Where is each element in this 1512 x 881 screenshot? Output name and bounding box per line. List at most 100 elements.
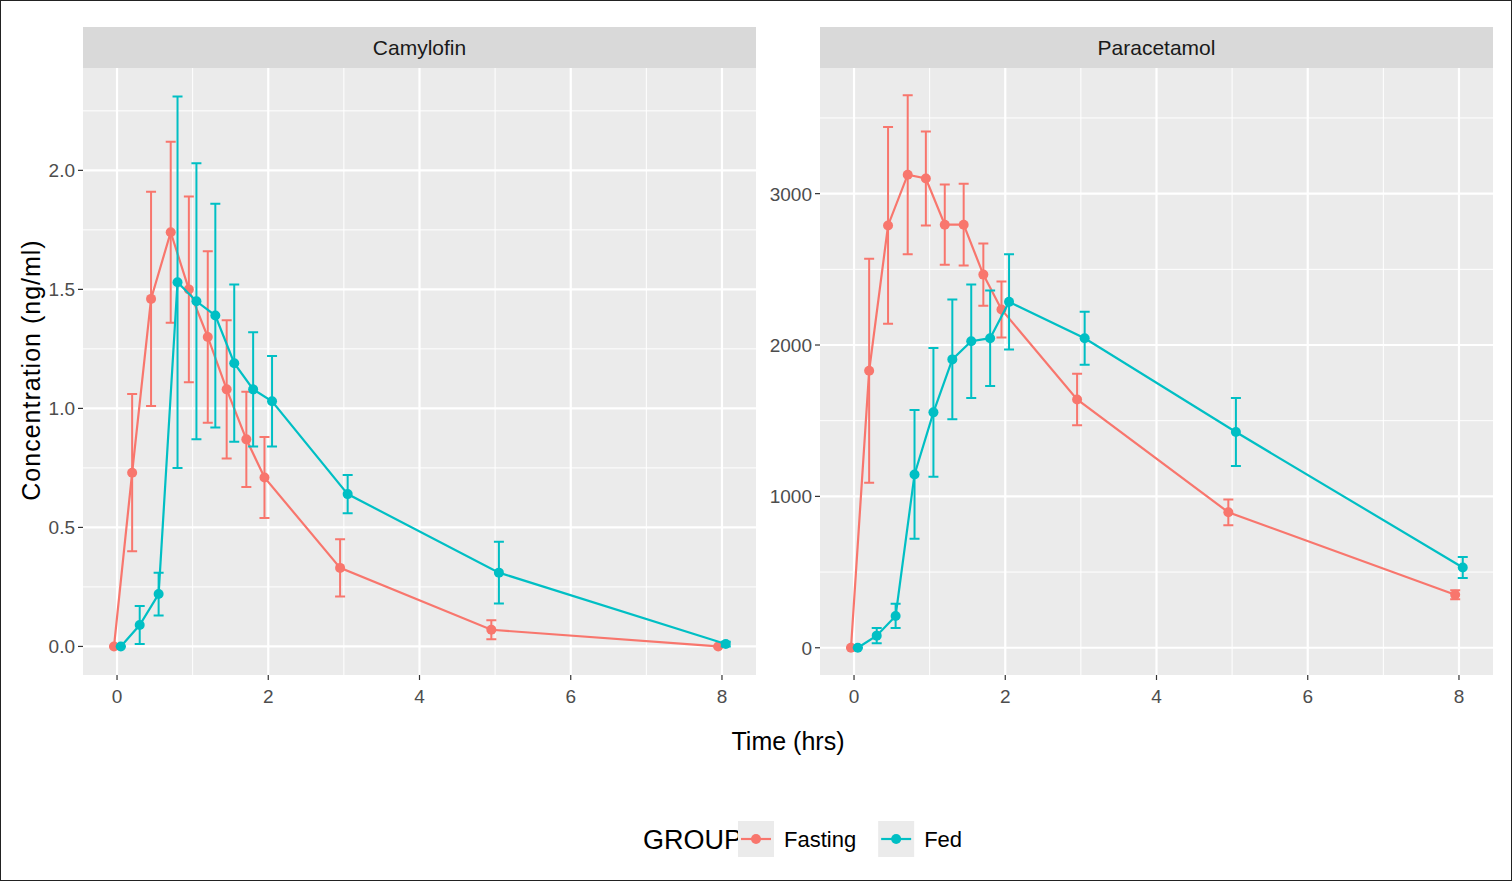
tick-label: 0.0 (49, 636, 75, 657)
panel: Paracetamol024680100020003000 (770, 27, 1493, 707)
tick-label: 2 (1000, 686, 1011, 707)
minor-grid (929, 68, 930, 675)
tick-label: 8 (1454, 686, 1465, 707)
tick-mark (1005, 675, 1006, 680)
tick-mark (78, 170, 83, 171)
tick-mark (815, 193, 820, 194)
data-point (116, 641, 126, 651)
data-point (248, 384, 258, 394)
tick-mark (815, 496, 820, 497)
data-layer (109, 97, 731, 652)
chart: Camylofin024680.00.51.01.52.0Paracetamol… (0, 0, 1512, 881)
data-point (872, 631, 882, 641)
error-bar (146, 192, 156, 406)
error-bar (229, 285, 239, 442)
error-bar (985, 291, 995, 386)
data-point (259, 472, 269, 482)
error-bar (940, 185, 950, 265)
tick-mark (268, 675, 269, 680)
grid-line (83, 169, 756, 171)
grid-line (1155, 68, 1157, 675)
y-axis-title: Concentration (ng/ml) (17, 239, 45, 500)
data-point (903, 170, 913, 180)
grid-line (267, 68, 269, 675)
data-point (853, 643, 863, 653)
error-bar (191, 163, 201, 439)
tick-mark (78, 289, 83, 290)
error-bar (872, 628, 882, 643)
error-bar (978, 244, 988, 306)
data-point (222, 384, 232, 394)
error-bar (335, 539, 345, 596)
data-point (335, 563, 345, 573)
data-point (891, 611, 901, 621)
tick-label: 4 (414, 686, 425, 707)
panel-title: Paracetamol (1098, 36, 1216, 59)
data-layer (846, 95, 1468, 653)
data-point (1450, 590, 1460, 600)
tick-mark (78, 646, 83, 647)
tick-mark (78, 408, 83, 409)
minor-grid (192, 68, 193, 675)
tick-label: 0 (112, 686, 123, 707)
data-point (966, 336, 976, 346)
grid-line (83, 407, 756, 409)
plot-background (83, 68, 756, 675)
error-bar (222, 320, 232, 458)
data-point (146, 294, 156, 304)
tick-mark (419, 675, 420, 680)
error-bar (1450, 590, 1460, 599)
tick-label: 8 (717, 686, 728, 707)
error-bar (1458, 557, 1468, 578)
error-bar (267, 356, 277, 446)
error-bar (1223, 499, 1233, 525)
data-point (241, 434, 251, 444)
tick-mark (853, 675, 854, 680)
tick-mark (815, 647, 820, 648)
tick-label: 0 (849, 686, 860, 707)
data-point (210, 311, 220, 321)
grid-line (116, 68, 118, 675)
grid-line (1307, 68, 1309, 675)
legend-key (878, 821, 914, 857)
data-point (1004, 297, 1014, 307)
legend-title: GROUP (643, 825, 742, 855)
error-bar (1231, 398, 1241, 466)
tick-mark (721, 675, 722, 680)
tick-label: 1.0 (49, 398, 75, 419)
data-point (343, 489, 353, 499)
data-point (947, 354, 957, 364)
tick-mark (1458, 675, 1459, 680)
data-point (921, 174, 931, 184)
error-bar (1004, 254, 1014, 349)
data-point (486, 625, 496, 635)
tick-label: 1000 (770, 486, 812, 507)
data-point (166, 227, 176, 237)
data-point (883, 220, 893, 230)
grid-line (83, 526, 756, 528)
error-bar (891, 604, 901, 628)
data-point (191, 296, 201, 306)
series-line (121, 282, 726, 646)
series (116, 97, 731, 652)
data-point (985, 333, 995, 343)
data-point (1231, 427, 1241, 437)
error-bar (883, 127, 893, 324)
error-bar (864, 259, 874, 483)
error-bar (166, 142, 176, 323)
series (846, 95, 1460, 653)
error-bar (173, 97, 183, 468)
error-bar (241, 392, 251, 487)
tick-label: 1.5 (49, 279, 75, 300)
data-point (494, 568, 504, 578)
legend: GROUPFastingFed (643, 821, 962, 857)
minor-grid (1232, 68, 1233, 675)
error-bar (966, 284, 976, 398)
data-point (203, 332, 213, 342)
error-bar (343, 475, 353, 513)
legend-key (738, 821, 774, 857)
data-point (229, 358, 239, 368)
grid-line (1004, 68, 1006, 675)
error-bar (903, 95, 913, 254)
error-bar (947, 300, 957, 420)
